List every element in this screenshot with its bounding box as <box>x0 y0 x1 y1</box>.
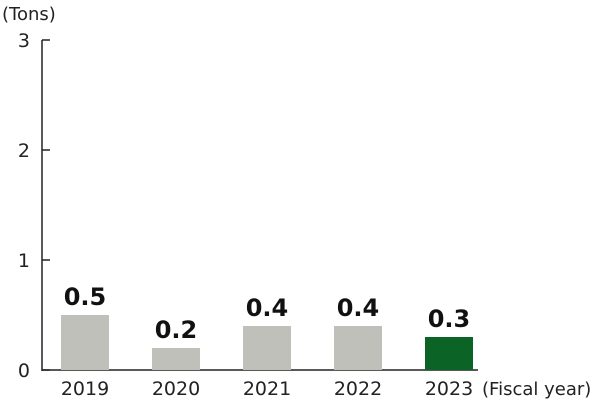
category-label-2020: 2020 <box>152 378 200 400</box>
y-tick-label: 3 <box>18 30 30 52</box>
category-label-2019: 2019 <box>61 378 109 400</box>
data-label-2022: 0.4 <box>337 294 380 322</box>
category-labels-group: 2019 2020 2021 2022 2023 <box>61 378 473 400</box>
y-tick-label: 2 <box>18 140 30 162</box>
bar-2022 <box>334 326 382 370</box>
y-axis-unit-label: (Tons) <box>2 4 56 25</box>
data-label-2019: 0.5 <box>64 283 107 311</box>
x-axis-unit-label: (Fiscal year) <box>482 379 591 400</box>
bar-2023 <box>425 337 473 370</box>
y-axis-ticks: 0 1 2 3 <box>18 30 50 382</box>
category-label-2023: 2023 <box>425 378 473 400</box>
y-tick-label: 1 <box>18 250 30 272</box>
data-labels-group: 0.5 0.2 0.4 0.4 0.3 <box>64 283 471 344</box>
bars-group <box>61 315 473 370</box>
bar-2019 <box>61 315 109 370</box>
category-label-2021: 2021 <box>243 378 291 400</box>
category-label-2022: 2022 <box>334 378 382 400</box>
data-label-2020: 0.2 <box>155 316 198 344</box>
y-tick-label: 0 <box>18 360 30 382</box>
bar-2021 <box>243 326 291 370</box>
data-label-2023: 0.3 <box>428 305 471 333</box>
bar-2020 <box>152 348 200 370</box>
data-label-2021: 0.4 <box>246 294 289 322</box>
